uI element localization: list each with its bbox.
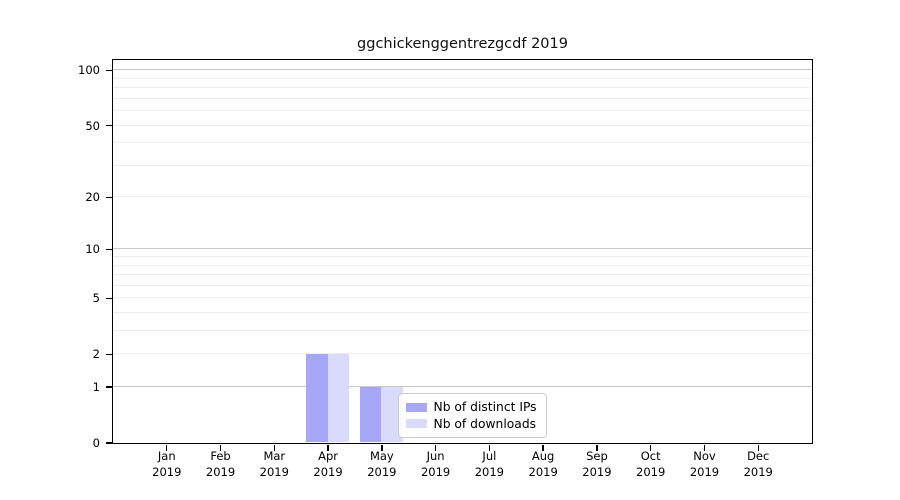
bar-downloads [381,386,403,443]
x-tick-label: Aug 2019 [528,449,558,479]
gridline-minor [112,264,812,266]
gridline-major [112,248,812,250]
x-tick [596,444,598,451]
y-tick-label: 2 [92,347,100,362]
legend-item-downloads: Nb of downloads [405,416,537,433]
gridline-minor [112,97,812,99]
legend-item-distinct-ips: Nb of distinct IPs [405,399,537,416]
legend-swatch-distinct-ips [405,402,427,412]
x-tick [327,444,329,451]
y-tick [106,124,113,127]
y-tick [106,353,113,355]
legend: Nb of distinct IPs Nb of downloads [397,393,547,438]
gridline-major [112,69,812,71]
gridline-minor [112,110,812,112]
x-tick [434,444,437,451]
gridline-minor [112,124,812,126]
x-tick [273,444,275,451]
legend-label-downloads: Nb of downloads [433,416,537,431]
x-tick-label: Oct 2019 [636,449,666,479]
y-tick [106,442,113,444]
gridline-minor [112,256,812,258]
gridline-minor [112,164,812,166]
x-tick-label: Apr 2019 [313,449,343,479]
y-tick-label: 10 [85,242,100,257]
y-tick [106,297,113,300]
y-tick [106,69,113,72]
x-tick-label: Jan 2019 [152,449,182,479]
x-tick [219,444,222,451]
x-tick-label: Jul 2019 [474,449,505,479]
y-tick [106,196,113,198]
gridline-major [112,386,812,388]
gridline-minor [112,312,812,314]
x-tick [542,444,544,451]
x-tick [381,444,383,451]
gridline-minor [112,330,812,332]
y-tick-label: 5 [92,291,100,306]
bar-distinct-ips [306,353,328,443]
y-tick-label: 100 [78,63,100,78]
y-tick-label: 0 [92,436,100,450]
bar-distinct-ips [359,386,382,443]
x-tick-label: Sep 2019 [582,449,612,479]
x-tick-label: May 2019 [367,449,397,479]
y-tick-label: 1 [92,380,100,395]
gridline-minor [112,196,812,198]
x-tick-label: Nov 2019 [689,449,720,479]
y-tick [106,248,113,251]
gridline-minor [112,77,812,79]
bar-downloads [327,353,350,443]
legend-label-distinct-ips: Nb of distinct IPs [433,400,537,415]
x-tick [166,444,168,451]
x-tick [649,444,652,451]
x-tick [488,444,491,451]
plot-area: Nb of distinct IPs Nb of downloads [111,58,813,444]
gridline-minor [112,297,812,299]
x-tick [757,444,759,451]
x-tick-label: Feb 2019 [205,449,236,479]
gridline-minor [112,87,812,89]
gridline-minor [112,142,812,144]
gridline-minor [112,353,812,355]
chart-title: ggchickenggentrezgcdf 2019 [357,36,568,52]
x-tick-label: Jun 2019 [420,449,451,479]
y-tick [106,386,113,388]
gridline-minor [112,274,812,276]
legend-swatch-downloads [405,419,427,429]
gridline-minor [112,284,812,286]
y-tick-label: 50 [85,118,100,133]
x-tick [703,444,706,451]
x-tick-label: Mar 2019 [259,449,289,479]
x-tick-label: Dec 2019 [743,449,773,479]
y-tick-label: 20 [85,190,100,205]
